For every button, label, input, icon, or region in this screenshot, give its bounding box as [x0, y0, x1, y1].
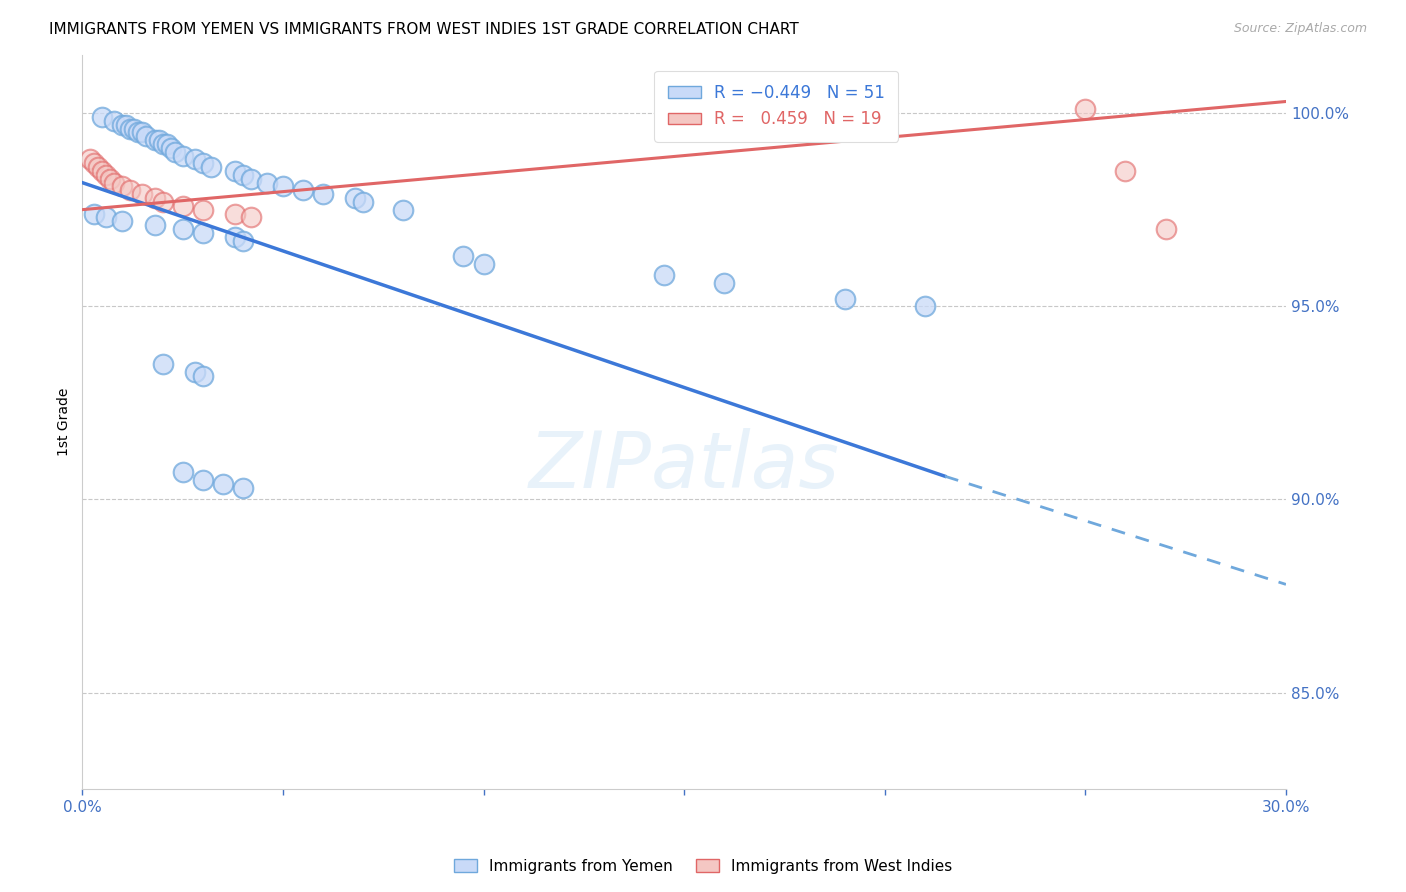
- Point: [103, 176, 125, 190]
- Point: [256, 176, 278, 190]
- Point: [232, 234, 254, 248]
- Point: [127, 125, 149, 139]
- Point: [652, 268, 675, 283]
- Point: [172, 199, 194, 213]
- Legend: Immigrants from Yemen, Immigrants from West Indies: Immigrants from Yemen, Immigrants from W…: [447, 853, 959, 880]
- Point: [152, 194, 174, 209]
- Point: [159, 141, 181, 155]
- Point: [120, 183, 142, 197]
- Point: [392, 202, 415, 217]
- Point: [172, 222, 194, 236]
- Point: [224, 229, 246, 244]
- Point: [191, 156, 214, 170]
- Point: [344, 191, 367, 205]
- Point: [120, 121, 142, 136]
- Text: ZIPatlas: ZIPatlas: [529, 428, 839, 504]
- Point: [103, 113, 125, 128]
- Point: [239, 171, 262, 186]
- Point: [131, 125, 153, 139]
- Point: [91, 110, 114, 124]
- Point: [352, 194, 374, 209]
- Point: [111, 179, 134, 194]
- Point: [87, 160, 110, 174]
- Point: [152, 357, 174, 371]
- Point: [124, 121, 146, 136]
- Point: [224, 164, 246, 178]
- Point: [143, 133, 166, 147]
- Point: [79, 153, 101, 167]
- Point: [191, 226, 214, 240]
- Point: [191, 202, 214, 217]
- Point: [312, 187, 335, 202]
- Point: [172, 148, 194, 162]
- Point: [191, 368, 214, 383]
- Point: [183, 365, 205, 379]
- Point: [111, 118, 134, 132]
- Y-axis label: 1st Grade: 1st Grade: [58, 388, 72, 457]
- Point: [152, 136, 174, 151]
- Point: [115, 118, 138, 132]
- Point: [163, 145, 186, 159]
- Legend: R = −0.449   N = 51, R =   0.459   N = 19: R = −0.449 N = 51, R = 0.459 N = 19: [654, 70, 898, 142]
- Point: [713, 276, 735, 290]
- Point: [91, 164, 114, 178]
- Point: [239, 211, 262, 225]
- Point: [472, 257, 495, 271]
- Point: [1114, 164, 1136, 178]
- Point: [1074, 102, 1097, 116]
- Point: [271, 179, 294, 194]
- Point: [224, 206, 246, 220]
- Point: [914, 299, 936, 313]
- Point: [172, 466, 194, 480]
- Point: [111, 214, 134, 228]
- Point: [143, 218, 166, 232]
- Point: [100, 171, 122, 186]
- Point: [291, 183, 314, 197]
- Text: Source: ZipAtlas.com: Source: ZipAtlas.com: [1233, 22, 1367, 36]
- Point: [191, 473, 214, 487]
- Point: [155, 136, 177, 151]
- Point: [232, 168, 254, 182]
- Text: IMMIGRANTS FROM YEMEN VS IMMIGRANTS FROM WEST INDIES 1ST GRADE CORRELATION CHART: IMMIGRANTS FROM YEMEN VS IMMIGRANTS FROM…: [49, 22, 799, 37]
- Point: [453, 249, 475, 263]
- Point: [1154, 222, 1177, 236]
- Point: [143, 191, 166, 205]
- Point: [131, 187, 153, 202]
- Point: [183, 153, 205, 167]
- Point: [135, 129, 157, 144]
- Point: [96, 168, 118, 182]
- Point: [96, 211, 118, 225]
- Point: [148, 133, 170, 147]
- Point: [834, 292, 856, 306]
- Point: [211, 477, 233, 491]
- Point: [83, 156, 105, 170]
- Point: [200, 160, 222, 174]
- Point: [232, 481, 254, 495]
- Point: [83, 206, 105, 220]
